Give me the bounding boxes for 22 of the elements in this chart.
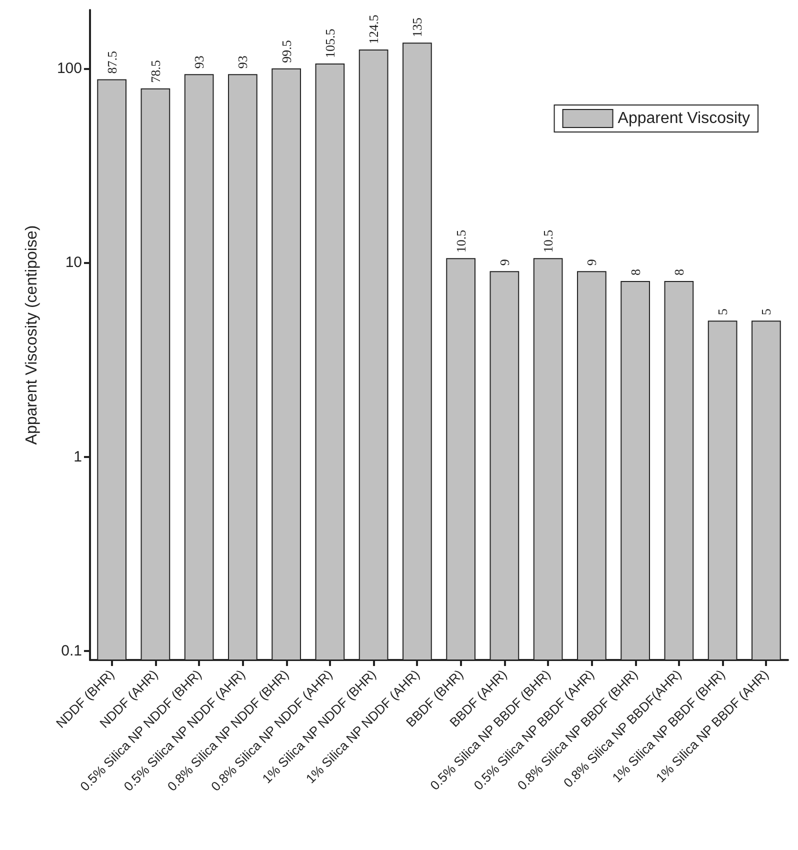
data-label: 10.5 xyxy=(453,230,468,253)
data-label: 9 xyxy=(496,259,512,266)
legend-label: Apparent Viscosity xyxy=(618,110,750,127)
data-label: 124.5 xyxy=(366,14,382,44)
data-label: 9 xyxy=(584,259,600,266)
data-label: 105.5 xyxy=(322,28,338,58)
data-label: 135 xyxy=(410,18,425,38)
data-label: 93 xyxy=(235,56,250,69)
data-label: 5 xyxy=(758,308,774,316)
data-label: 5 xyxy=(715,308,730,316)
y-tick-label: 1 xyxy=(74,448,82,466)
y-tick-label: 100 xyxy=(56,60,82,77)
y-tick-label: 10 xyxy=(65,254,82,272)
y-tick-label: 0.1 xyxy=(61,642,82,660)
data-label: 10.5 xyxy=(540,230,556,253)
data-label: 8 xyxy=(628,269,643,276)
data-label: 99.5 xyxy=(278,40,294,63)
data-label: 87.5 xyxy=(104,50,120,74)
data-label: 78.5 xyxy=(148,60,163,83)
data-label: 93 xyxy=(192,56,207,69)
y-axis-title: Apparent Viscosity (centipoise) xyxy=(24,225,40,445)
data-label: 8 xyxy=(671,269,686,276)
